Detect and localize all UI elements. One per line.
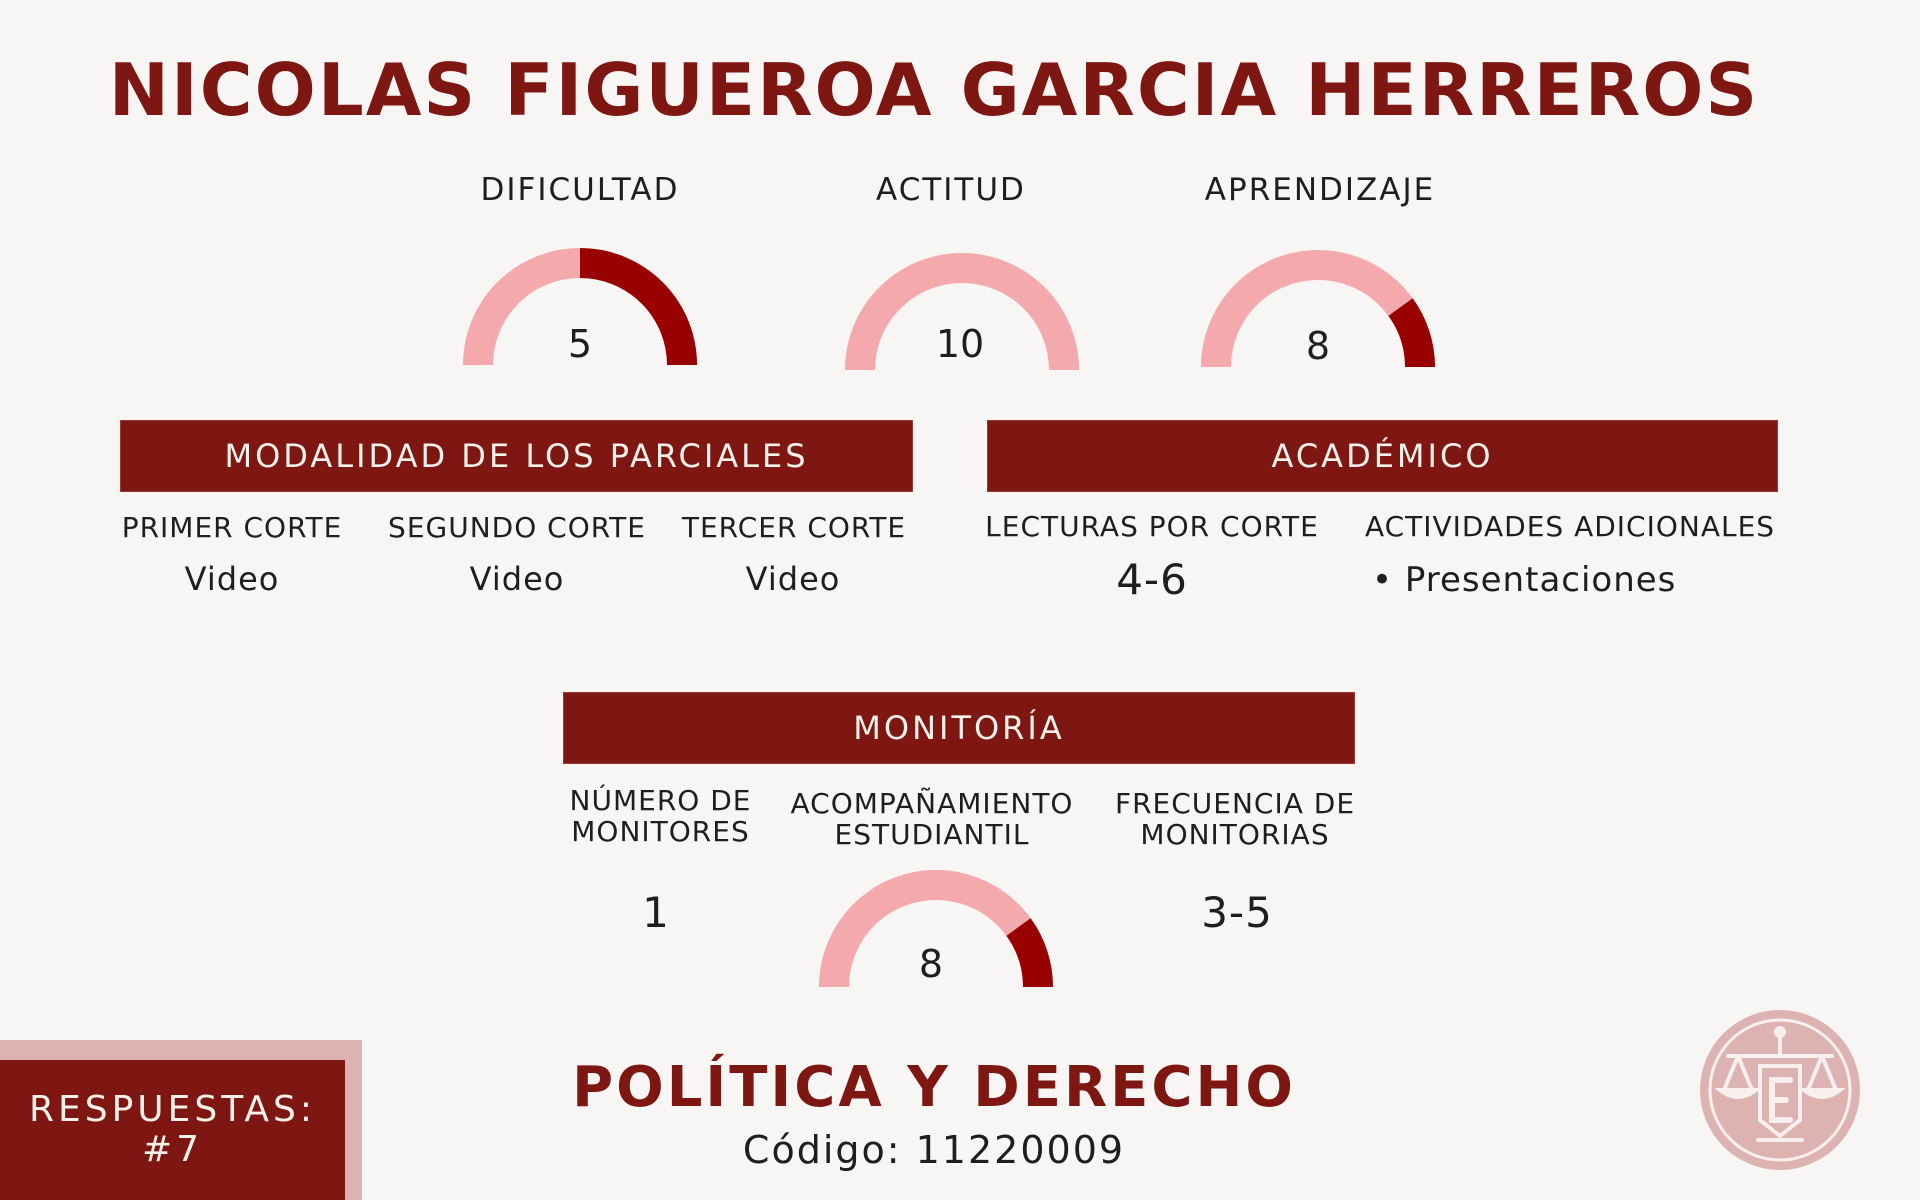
parcial-value-tercer: Video xyxy=(745,560,841,598)
page-title: NICOLAS FIGUEROA GARCIA HERREROS xyxy=(108,48,1760,132)
numero-monitores-value: 1 xyxy=(642,888,670,937)
parcial-value-segundo: Video xyxy=(469,560,565,598)
gauge-label-dificultad: DIFICULTAD xyxy=(480,172,680,208)
frecuencia-value: 3-5 xyxy=(1201,888,1273,937)
lecturas-label: LECTURAS POR CORTE xyxy=(985,510,1319,543)
frecuencia-label-line-2: MONITORIAS xyxy=(1140,818,1330,851)
actividades-list-item: • Presentaciones xyxy=(1372,560,1676,600)
parcial-value-primer: Video xyxy=(184,560,280,598)
lecturas-value: 4-6 xyxy=(1116,555,1188,604)
respuestas-label: RESPUESTAS: xyxy=(28,1089,317,1130)
acompanamiento-label-line-1: ACOMPAÑAMIENTO xyxy=(790,787,1074,820)
numero-monitores-label: NÚMERO DE MONITORES xyxy=(548,785,773,847)
respuestas-badge: RESPUESTAS: #7 xyxy=(0,1060,345,1200)
gauge-label-actitud: ACTITUD xyxy=(876,172,1026,208)
parcial-label-primer: PRIMER CORTE xyxy=(121,511,343,544)
program-code: Código: 11220009 xyxy=(742,1128,1126,1172)
gauge-fill xyxy=(579,248,697,366)
parcial-label-tercer: TERCER CORTE xyxy=(681,511,907,544)
actividades-label: ACTIVIDADES ADICIONALES xyxy=(1364,510,1776,543)
gauge-value-actitud: 10 xyxy=(935,322,985,366)
gauge-track xyxy=(845,253,1079,371)
actividad-text: Presentaciones xyxy=(1404,560,1677,600)
acompanamiento-label-line-2: ESTUDIANTIL xyxy=(834,818,1030,851)
section-banner-academico: ACADÉMICO xyxy=(987,420,1778,492)
gauge-value-aprendizaje: 8 xyxy=(1305,324,1331,368)
parcial-label-segundo: SEGUNDO CORTE xyxy=(388,511,646,544)
gauge-value-dificultad: 5 xyxy=(567,322,593,366)
bullet-icon: • xyxy=(1372,560,1405,600)
gauge-label-aprendizaje: APRENDIZAJE xyxy=(1204,172,1436,208)
section-banner-monitoria: MONITORÍA xyxy=(563,692,1355,764)
numero-label-line-1: NÚMERO DE xyxy=(569,784,752,817)
gauge-acompanamiento xyxy=(819,870,1053,988)
acompanamiento-label: ACOMPAÑAMIENTO ESTUDIANTIL xyxy=(772,788,1092,850)
frecuencia-label-line-1: FRECUENCIA DE xyxy=(1114,787,1356,820)
scales-of-justice-emblem-icon xyxy=(1700,1010,1860,1170)
gauge-fill xyxy=(1388,298,1435,368)
respuestas-count: #7 xyxy=(141,1129,204,1170)
numero-label-line-2: MONITORES xyxy=(571,815,750,848)
gauge-actitud xyxy=(845,253,1079,371)
gauge-dificultad xyxy=(463,248,697,366)
section-banner-parciales: MODALIDAD DE LOS PARCIALES xyxy=(120,420,913,492)
frecuencia-label: FRECUENCIA DE MONITORIAS xyxy=(1100,788,1370,850)
gauge-aprendizaje xyxy=(1201,250,1435,368)
gauge-value-acompanamiento: 8 xyxy=(918,942,944,986)
gauge-fill xyxy=(1006,918,1053,988)
program-title: POLÍTICA Y DERECHO xyxy=(572,1055,1296,1120)
